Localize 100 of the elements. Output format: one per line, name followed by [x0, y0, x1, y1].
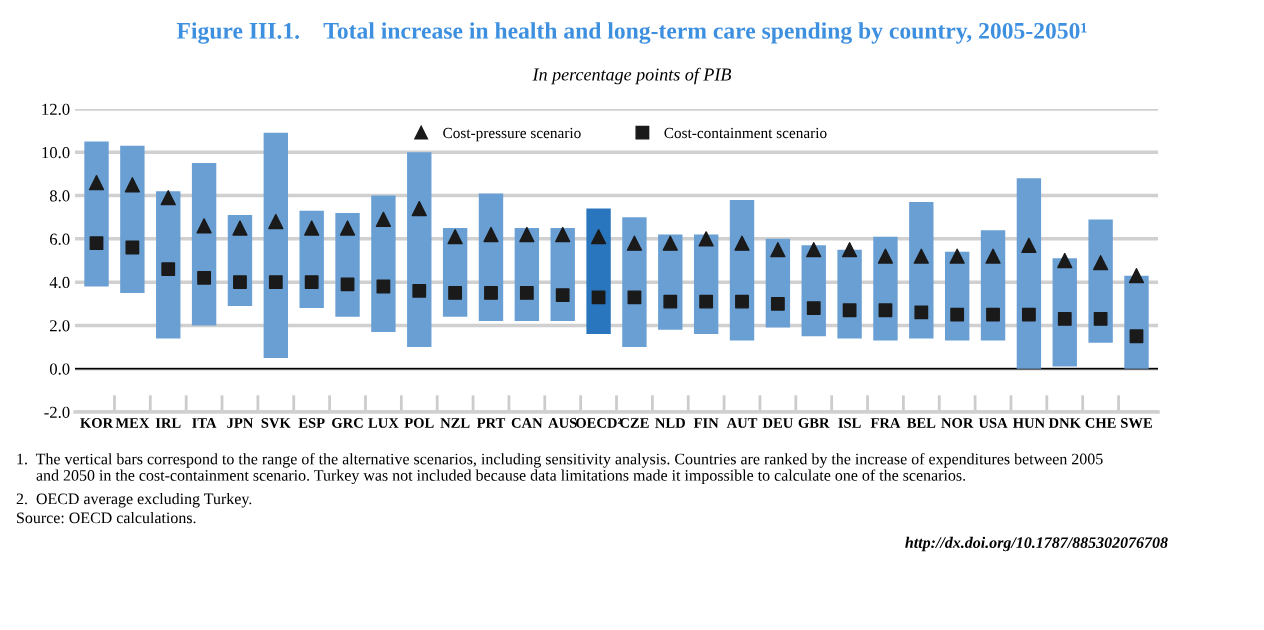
point	[125, 240, 140, 255]
x-tick-label: CZE	[620, 418, 649, 428]
x-tick-label: CAN	[511, 418, 543, 428]
point	[89, 236, 104, 251]
bar	[407, 152, 432, 348]
bar	[191, 163, 217, 326]
x-tick-label: OECD²	[576, 418, 622, 428]
point	[1093, 312, 1108, 326]
point	[662, 235, 678, 251]
point	[914, 305, 929, 320]
y-tick-label: 6.0	[50, 233, 70, 245]
x-tick-label: LUX	[368, 418, 399, 428]
bar	[156, 191, 181, 339]
bar	[586, 208, 611, 335]
bar	[478, 193, 504, 322]
point	[411, 200, 427, 217]
point	[1021, 307, 1036, 322]
x-tick-label: ISL	[838, 418, 861, 428]
x-tick-label: USA	[978, 418, 1008, 428]
y-tick-label: -2.0	[44, 406, 70, 419]
x-tick-label: KOR	[80, 418, 114, 428]
point	[484, 286, 498, 300]
point	[268, 275, 283, 290]
point	[448, 286, 463, 300]
point	[591, 290, 606, 305]
bar	[84, 141, 109, 287]
point	[913, 248, 929, 264]
point	[196, 218, 212, 234]
point	[555, 288, 570, 303]
point	[626, 235, 643, 251]
point	[806, 301, 821, 316]
point	[985, 248, 1001, 264]
point	[663, 294, 678, 309]
legend-label: Cost-pressure scenario	[443, 127, 581, 142]
x-tick-label: HUN	[1012, 418, 1045, 428]
point	[1057, 312, 1072, 326]
point	[447, 229, 463, 245]
y-tick-label: 8.0	[49, 190, 70, 202]
bar	[622, 217, 647, 348]
x-tick-label: AUS	[548, 418, 577, 428]
chart-subtitle: In percentage points of PIB	[532, 67, 732, 85]
point	[161, 262, 176, 277]
point	[304, 220, 320, 236]
point	[1128, 268, 1145, 284]
x-tick-label: NOR	[941, 418, 974, 428]
y-tick-label: 4.0	[49, 276, 70, 289]
point	[1129, 329, 1144, 344]
point	[555, 226, 571, 243]
point	[160, 190, 176, 206]
point	[841, 242, 858, 258]
point	[698, 231, 714, 247]
source-note: Source: OECD calculations.	[17, 512, 196, 524]
point	[1021, 237, 1037, 253]
bar	[371, 195, 396, 332]
point	[627, 290, 642, 305]
point	[375, 211, 392, 228]
chart-title: Figure III.1. Total increase in health and long-term care spending by country, 2005-2050¹	[176, 22, 1087, 44]
bar	[263, 132, 289, 358]
point	[949, 248, 965, 264]
x-tick-label: GBR	[798, 418, 830, 428]
bar	[1016, 178, 1042, 369]
y-tick-label: 2.0	[50, 320, 70, 332]
point	[376, 279, 391, 294]
x-tick-label: DEU	[762, 418, 793, 428]
point	[268, 213, 284, 230]
point	[1057, 252, 1073, 269]
point	[986, 307, 1000, 322]
point	[232, 220, 248, 236]
point	[842, 303, 857, 318]
x-tick-label: NLD	[655, 418, 685, 428]
y-tick-label: 10.0	[42, 146, 70, 159]
y-tick-label: 12.0	[42, 103, 70, 116]
point	[519, 226, 535, 243]
x-tick-label: JPN	[227, 418, 254, 428]
point	[770, 296, 785, 311]
point	[88, 174, 105, 191]
x-tick-label: SWE	[1121, 418, 1152, 428]
x-tick-label: MEX	[115, 418, 150, 428]
point	[233, 275, 247, 290]
x-tick-label: AUT	[726, 418, 758, 428]
bar	[909, 202, 934, 339]
point	[339, 220, 356, 236]
point	[877, 248, 894, 264]
point	[806, 242, 822, 258]
x-tick-label: POL	[404, 418, 434, 428]
point	[878, 303, 893, 318]
point	[197, 270, 212, 285]
point	[950, 307, 965, 322]
y-tick-label: 0.0	[49, 363, 70, 375]
text: 1. The vertical bars correspond to the range of the alternative scenarios, including sensitivity analysis. Countries are ranked by the increase of expenditures between 2005 and 2050 in the cost-containment scenario. Turkey was not included because data limitations made it impossible to calculate one of the scenarios.	[17, 453, 1103, 485]
text: 2. OECD average excluding Turkey.	[16, 493, 252, 508]
x-tick-label: ESP	[298, 418, 325, 428]
x-tick-label: BEL	[906, 418, 936, 428]
text: http://dx.doi.org/10.1787/885302076708	[905, 536, 1168, 552]
point	[734, 235, 750, 251]
x-tick-label: FRA	[870, 418, 901, 428]
point	[590, 229, 607, 245]
point	[124, 177, 141, 193]
x-tick-label: DNK	[1048, 418, 1081, 428]
bar	[120, 145, 145, 293]
